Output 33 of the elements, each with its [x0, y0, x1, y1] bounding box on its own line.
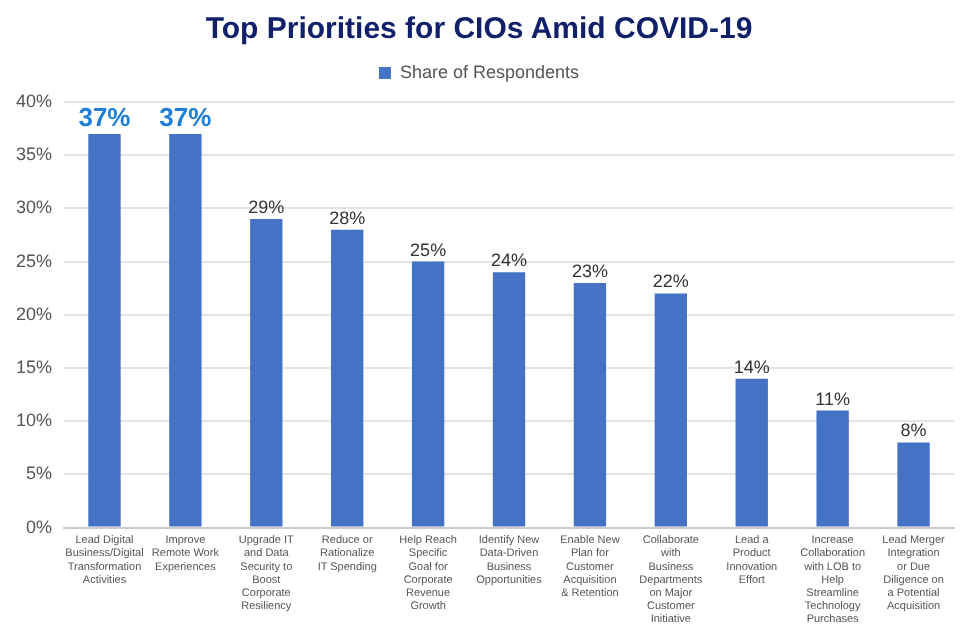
bar: [492, 272, 526, 527]
data-label: 11%: [815, 388, 850, 409]
y-tick-label: 20%: [16, 303, 53, 324]
y-tick-label: 10%: [16, 410, 53, 431]
y-tick-label: 25%: [16, 250, 53, 271]
bar: [250, 219, 283, 527]
data-label: 14%: [733, 356, 770, 377]
data-label: 37%: [159, 102, 213, 133]
y-tick-label: 0%: [26, 516, 53, 537]
bar: [88, 133, 121, 527]
bar: [573, 282, 607, 527]
legend-label: Share of Respondents: [399, 61, 581, 82]
data-label: 23%: [571, 260, 608, 281]
y-tick-label: 15%: [16, 356, 53, 377]
bar: [654, 293, 688, 527]
bar: [735, 378, 768, 527]
bar: [411, 261, 445, 527]
data-label: 22%: [652, 271, 689, 292]
chart-title: Top Priorities for CIOs Amid COVID-19: [205, 12, 753, 47]
data-label: 24%: [491, 250, 528, 271]
bar: [816, 410, 849, 527]
y-tick-label: 5%: [26, 463, 53, 484]
y-tick-label: 40%: [16, 90, 53, 111]
data-label: 29%: [248, 197, 285, 218]
y-tick-label: 35%: [16, 144, 53, 165]
data-label: 37%: [78, 102, 132, 133]
bar: [169, 133, 202, 527]
bar: [331, 229, 364, 527]
y-tick-label: 30%: [16, 197, 53, 218]
data-label: 28%: [329, 207, 366, 228]
data-label: 8%: [900, 420, 927, 441]
bar: [897, 442, 930, 527]
data-label: 25%: [410, 239, 447, 260]
